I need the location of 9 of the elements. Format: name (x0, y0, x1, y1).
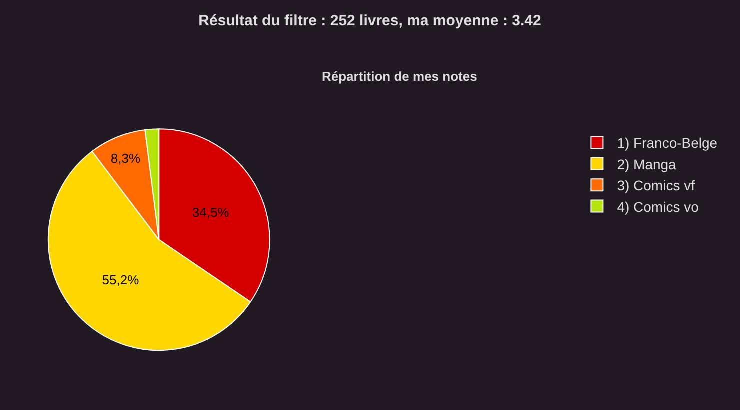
chart-subtitle: Répartition de mes notes (322, 69, 478, 84)
legend-label: 2) Manga (617, 156, 677, 172)
chart-title: Résultat du filtre : 252 livres, ma moyenne : 3.42 (198, 12, 542, 30)
legend-label: 3) Comics vf (617, 178, 696, 194)
data-label: 8,3% (110, 150, 141, 166)
legend-label: 4) Comics vo (617, 198, 700, 215)
data-label: 55,2% (102, 272, 140, 288)
data-label: 34,5% (192, 204, 230, 220)
legend-label: 1) Franco-Belge (617, 135, 718, 152)
